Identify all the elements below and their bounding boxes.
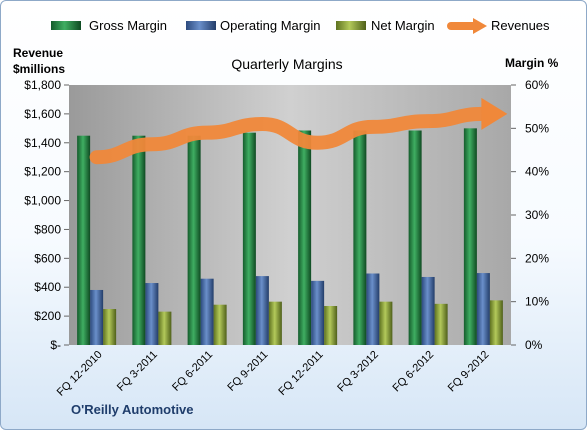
net-margin-bar <box>158 311 172 345</box>
y-right-label: Margin % <box>505 56 559 70</box>
x-tick-label: FQ 12-2010 <box>55 349 105 399</box>
y-left-tick-label: $1,000 <box>24 194 61 208</box>
y-left-tick-label: $400 <box>34 280 61 294</box>
legend-arrowhead <box>473 18 487 34</box>
y-right-tick-label: 60% <box>525 78 549 92</box>
legend: Gross Margin Operating Margin Net Margin… <box>51 18 550 34</box>
net-margin-bar <box>434 303 448 345</box>
gross-margin-bar <box>132 135 146 345</box>
x-tick-label: FQ 3-2012 <box>335 349 381 395</box>
legend-swatch-operating <box>186 21 216 30</box>
y-left-tick-label: $1,400 <box>24 136 61 150</box>
revenues-arrowhead <box>481 97 508 130</box>
x-ticks: FQ 12-2010 FQ 3-2011 FQ 6-2011 FQ 9-2011 FQ … <box>55 349 492 399</box>
revenues-line <box>89 106 491 165</box>
x-tick-label: FQ 3-2011 <box>115 349 160 394</box>
net-margin-bar <box>103 309 117 345</box>
y-left-tick-label: $800 <box>34 222 61 236</box>
x-tick-label: FQ 6-2011 <box>170 349 215 394</box>
company-name: O'Reilly Automotive <box>71 402 194 417</box>
operating-margin-bar <box>366 273 380 345</box>
x-tick-label: FQ 12-2011 <box>276 349 325 398</box>
y-right-tick-label: 30% <box>525 208 549 222</box>
operating-margin-bar <box>421 276 435 345</box>
x-tick-label: FQ 9-2011 <box>225 349 270 394</box>
y-left-label-line2: $millions <box>13 62 65 76</box>
y-right-tick-label: 20% <box>525 251 549 265</box>
revenue-series <box>89 97 508 165</box>
net-margin-bar <box>489 300 503 345</box>
legend-label-gross: Gross Margin <box>89 18 167 33</box>
y-right-tick-label: 0% <box>525 338 543 352</box>
gross-margin-bar <box>353 130 367 345</box>
net-margin-bar <box>268 301 282 345</box>
gross-margin-bar <box>463 128 477 345</box>
net-margin-bar <box>213 304 227 345</box>
y-right-tick-label: 10% <box>525 295 549 309</box>
y-right-tick-label: 50% <box>525 121 549 135</box>
y-left-tick-label: $1,200 <box>24 165 61 179</box>
legend-swatch-net <box>336 21 366 30</box>
operating-margin-bar <box>200 278 214 345</box>
gross-margin-bar <box>408 130 422 345</box>
gross-margin-bar <box>242 132 256 345</box>
operating-margin-bar <box>311 280 325 345</box>
chart-title: Quarterly Margins <box>231 56 342 72</box>
bars <box>77 128 503 345</box>
net-margin-bar <box>379 301 393 345</box>
gross-margin-bar <box>298 130 312 345</box>
gross-margin-bar <box>77 135 91 345</box>
y-right-ticks: 0% 10% 20% 30% 40% 50% 60% <box>511 78 549 352</box>
y-left-tick-label: $- <box>50 338 61 352</box>
legend-label-operating: Operating Margin <box>220 18 320 33</box>
gross-margin-bar <box>187 135 201 345</box>
operating-margin-bar <box>90 289 104 345</box>
x-tick-label: FQ 9-2012 <box>446 349 492 395</box>
y-left-tick-label: $200 <box>34 309 61 323</box>
y-left-tick-label: $1,800 <box>24 78 61 92</box>
legend-label-revenues: Revenues <box>491 18 550 33</box>
y-left-ticks: $- $200 $400 $600 $800 $1,000 $1,200 $1,400 $1,6… <box>24 78 69 352</box>
operating-margin-bar <box>145 283 159 345</box>
y-left-tick-label: $600 <box>34 251 61 265</box>
operating-margin-bar <box>476 273 490 345</box>
legend-label-net: Net Margin <box>371 18 435 33</box>
x-tick-label: FQ 6-2012 <box>391 349 437 395</box>
net-margin-bar <box>324 306 338 345</box>
operating-margin-bar <box>255 276 269 345</box>
y-left-label-line1: Revenue <box>13 46 63 60</box>
y-left-tick-label: $1,600 <box>24 107 61 121</box>
legend-swatch-gross <box>51 21 81 30</box>
y-right-tick-label: 40% <box>525 165 549 179</box>
